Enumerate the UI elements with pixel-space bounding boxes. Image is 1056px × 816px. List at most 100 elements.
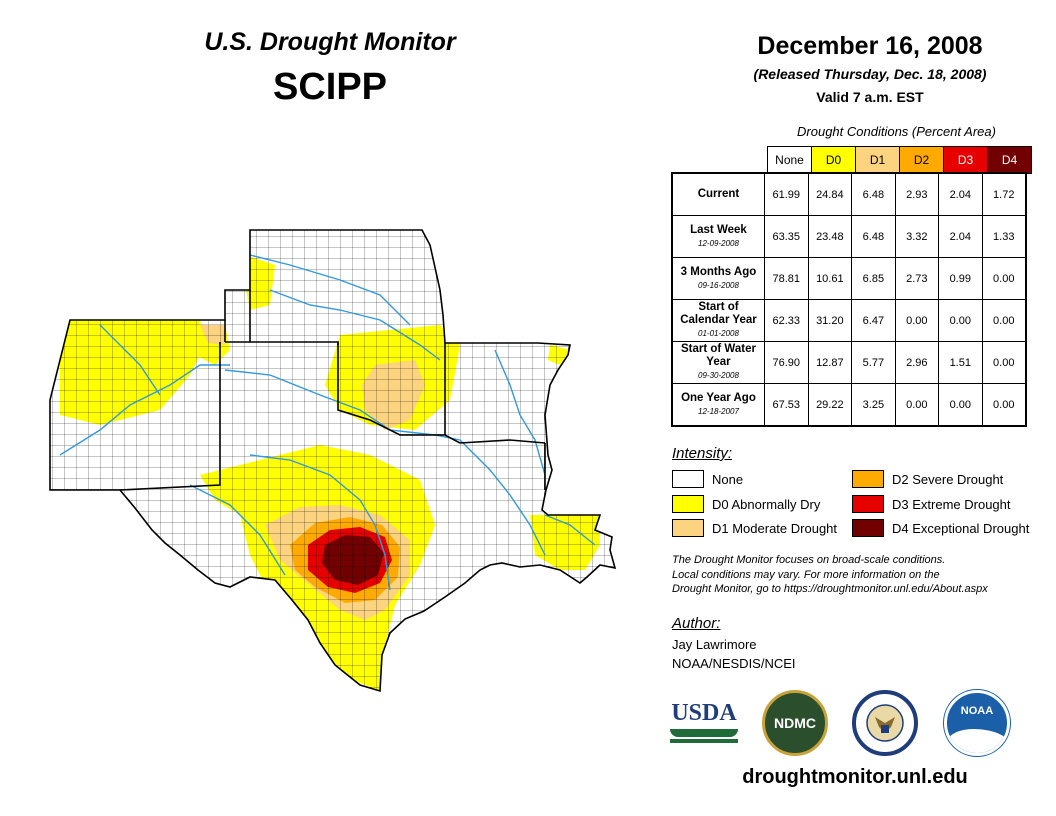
author-label: Author: [672,615,721,632]
row-label: Current [671,172,765,216]
table-row: Start of Water Year 09-30-2008 76.90 12.87 5… [671,341,1027,384]
table-cell: 62.33 [763,299,809,342]
legend-item: D3 Extreme Drought [852,495,1011,513]
category-none: None [768,147,812,173]
table-cell: 6.48 [851,215,896,258]
table-cell: 23.48 [807,215,853,258]
table-cell: 3.32 [894,215,940,258]
legend-label: D0 Abnormally Dry [712,496,821,512]
table-row: One Year Ago 12-18-2007 67.53 29.22 3.25 0.00… [671,383,1027,427]
note-line-3: Drought Monitor, go to https://droughtmo… [672,583,988,595]
legend-label: None [712,471,744,487]
table-row: 3 Months Ago 09-16-2008 78.81 10.61 6.85 2.73… [671,257,1027,300]
table-cell: 1.51 [938,341,983,384]
table-cell: 2.04 [938,215,983,258]
table-cell: 29.22 [807,383,853,427]
row-date: 09-16-2008 [698,280,739,290]
valid-time: Valid 7 a.m. EST [816,89,924,105]
table-cell: 24.84 [807,172,853,216]
map-date: December 16, 2008 [757,32,983,60]
category-d4: D4 [988,147,1031,173]
table-cell: 31.20 [807,299,853,342]
table-cell: 63.35 [763,215,809,258]
doc-seal-logo [852,690,918,756]
category-d3: D3 [944,147,988,173]
row-label-text: Start of Calendar Year [680,301,757,326]
category-d2: D2 [900,147,944,173]
legend-item: None [672,470,743,488]
table-cell: 0.00 [981,257,1027,300]
legend-item: D1 Moderate Drought [672,519,837,537]
legend-swatch [672,519,704,537]
table-cell: 76.90 [763,341,809,384]
legend-item: D4 Exceptional Drought [852,519,1029,537]
table-cell: 2.93 [894,172,940,216]
author-name: Jay Lawrimore [672,637,757,652]
row-label: 3 Months Ago 09-16-2008 [671,257,765,300]
legend-swatch [852,495,884,513]
table-row: Current 61.99 24.84 6.48 2.93 2.04 1.72 [671,172,1027,216]
region-title: SCIPP [272,66,388,108]
table-row: Start of Calendar Year 01-01-2008 62.33 31.… [671,299,1027,342]
row-date: 01-01-2008 [698,329,739,338]
table-cell: 0.00 [894,299,940,342]
table-cell: 1.33 [981,215,1027,258]
info-note: The Drought Monitor focuses on broad-sca… [672,553,1042,597]
table-cell: 0.00 [938,383,983,427]
table-cell: 6.48 [851,172,896,216]
table-cell: 2.96 [894,341,940,384]
row-label-text: One Year Ago [681,391,756,404]
conditions-table: Current 61.99 24.84 6.48 2.93 2.04 1.72 Last We… [671,172,1027,427]
drought-map [49,229,616,692]
table-cell: 2.04 [938,172,983,216]
legend-swatch [672,495,704,513]
usda-logo: USDA [670,700,738,748]
table-cell: 1.72 [981,172,1027,216]
row-label: Start of Calendar Year 01-01-2008 [671,299,765,342]
row-label-text: Last Week [690,223,747,236]
note-line-2: Local conditions may vary. For more info… [672,568,940,581]
row-label: Last Week 12-09-2008 [671,215,765,258]
legend-swatch [852,519,884,537]
row-label-text: 3 Months Ago [680,265,757,278]
legend-label: D3 Extreme Drought [892,496,1011,512]
legend-swatch [672,470,704,488]
category-header: None D0 D1 D2 D3 D4 [767,146,1032,174]
category-d0: D0 [812,147,856,173]
legend-swatch [852,470,884,488]
row-date: 09-30-2008 [698,371,739,380]
ndmc-logo: NDMC [762,690,828,756]
legend-item: D2 Severe Drought [852,470,1003,488]
row-label: Start of Water Year 09-30-2008 [671,341,765,384]
table-cell: 5.77 [851,341,896,384]
table-cell: 0.00 [938,299,983,342]
note-line-1: The Drought Monitor focuses on broad-sca… [672,554,946,566]
table-cell: 0.00 [981,299,1027,342]
row-date: 12-18-2007 [698,406,739,416]
map-title: U.S. Drought Monitor [204,28,456,56]
table-cell: 6.85 [851,257,896,300]
table-cell: 2.73 [894,257,940,300]
table-cell: 6.47 [851,299,896,342]
noaa-logo: NOAA [944,690,1010,756]
legend-title: Intensity: [672,445,733,462]
table-cell: 61.99 [763,172,809,216]
table-cell: 0.00 [894,383,940,427]
table-cell: 78.81 [763,257,809,300]
release-date: (Released Thursday, Dec. 18, 2008) [753,66,987,82]
legend-label: D4 Exceptional Drought [892,520,1030,536]
legend-label: D2 Severe Drought [892,471,1004,487]
legend-label: D1 Moderate Drought [712,520,838,536]
eagle-icon [866,704,904,742]
table-cell: 0.00 [981,341,1027,384]
legend-item: D0 Abnormally Dry [672,495,820,513]
table-cell: 12.87 [807,341,853,384]
website-link[interactable]: droughtmonitor.unl.edu [742,766,968,788]
table-cell: 3.25 [851,383,896,427]
row-label-text: Start of Water Year [680,343,756,368]
table-cell: 67.53 [763,383,809,427]
author-org: NOAA/NESDIS/NCEI [672,656,796,671]
conditions-caption: Drought Conditions (Percent Area) [797,124,996,139]
table-cell: 0.99 [938,257,983,300]
table-cell: 10.61 [807,257,853,300]
